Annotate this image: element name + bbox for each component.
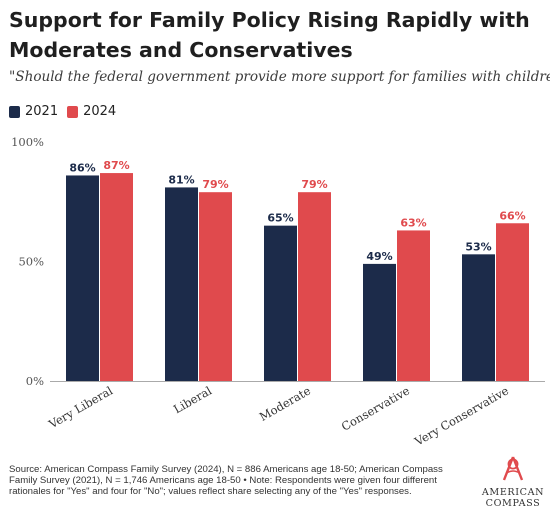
legend-item-2024: 2024 bbox=[67, 104, 116, 119]
data-label: 86% bbox=[69, 161, 95, 174]
x-category-label: Liberal bbox=[171, 383, 214, 416]
chart-subtitle: "Should the federal government provide m… bbox=[9, 69, 550, 85]
data-label: 63% bbox=[400, 216, 426, 229]
american-compass-logo: AMERICAN COMPASS bbox=[480, 456, 546, 518]
legend-item-2021: 2021 bbox=[9, 104, 58, 119]
bar-2021-very-liberal bbox=[66, 175, 99, 381]
bar-2024-liberal bbox=[199, 192, 232, 381]
bar-2024-conservative bbox=[397, 230, 430, 381]
x-category-label: Moderate bbox=[257, 383, 313, 424]
data-label: 66% bbox=[499, 209, 525, 222]
legend-swatch-2021 bbox=[9, 105, 20, 118]
data-label: 79% bbox=[202, 178, 228, 191]
bar-2021-moderate bbox=[264, 225, 297, 381]
data-label: 81% bbox=[168, 173, 194, 186]
bar-2021-very-conservative bbox=[462, 254, 495, 381]
logo-text: AMERICAN COMPASS bbox=[480, 487, 546, 509]
bar-2024-moderate bbox=[298, 192, 331, 381]
bar-2024-very-conservative bbox=[496, 223, 529, 381]
legend-swatch-2024 bbox=[67, 105, 79, 118]
source-note: Source: American Compass Family Survey (… bbox=[9, 464, 443, 498]
bar-2021-conservative bbox=[363, 263, 396, 381]
y-tick-label: 50% bbox=[18, 255, 44, 269]
x-category-label: Very Liberal bbox=[45, 383, 115, 431]
legend-label-2021: 2021 bbox=[25, 104, 59, 119]
chart-title: Support for Family Policy Rising Rapidly… bbox=[9, 8, 530, 62]
data-label: 65% bbox=[267, 212, 293, 225]
legend: 2021 2024 bbox=[9, 104, 125, 119]
legend-label-2024: 2024 bbox=[83, 104, 117, 119]
compass-logo-icon bbox=[502, 456, 524, 481]
logo-text-line2: COMPASS bbox=[485, 498, 541, 509]
data-label: 79% bbox=[301, 178, 327, 191]
bar-2021-liberal bbox=[165, 187, 198, 381]
x-category-label: Conservative bbox=[339, 383, 412, 433]
x-category-label: Very Conservative bbox=[411, 383, 511, 449]
logo-text-line1: AMERICAN bbox=[481, 487, 545, 498]
data-label: 53% bbox=[465, 240, 491, 253]
y-tick-label: 100% bbox=[11, 135, 44, 149]
bar-2024-very-liberal bbox=[100, 173, 133, 381]
data-label: 87% bbox=[103, 159, 129, 172]
y-tick-label: 0% bbox=[26, 374, 44, 388]
data-label: 49% bbox=[366, 250, 392, 263]
